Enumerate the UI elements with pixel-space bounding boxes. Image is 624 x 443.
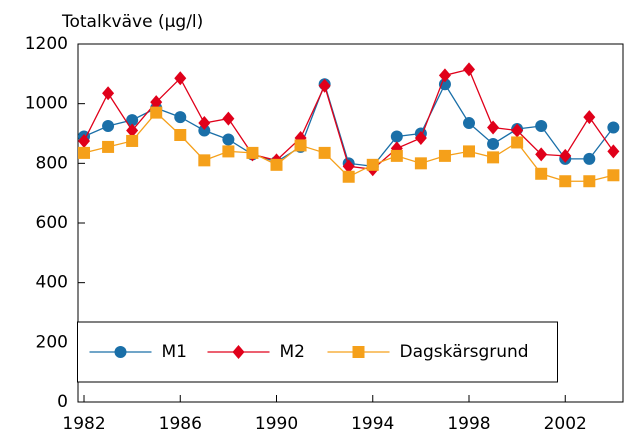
- y-tick-label: 200: [36, 332, 68, 352]
- marker: [222, 111, 235, 126]
- marker: [126, 134, 139, 147]
- x-tick-label: 1990: [255, 414, 298, 434]
- marker: [463, 62, 476, 77]
- marker: [390, 130, 403, 143]
- y-tick-label: 600: [36, 213, 68, 233]
- marker: [246, 146, 259, 159]
- marker: [414, 157, 427, 170]
- y-tick-label: 800: [36, 153, 68, 173]
- marker: [174, 128, 187, 141]
- x-tick-label: 1982: [62, 414, 105, 434]
- marker: [102, 140, 115, 153]
- legend-box: [77, 321, 558, 383]
- x-tick-label: 1986: [159, 414, 202, 434]
- legend-label: Dagskärsgrund: [400, 342, 529, 362]
- marker: [126, 114, 139, 127]
- marker: [463, 145, 476, 158]
- marker: [126, 123, 139, 138]
- marker: [102, 120, 115, 133]
- marker: [198, 124, 211, 137]
- y-tick-label: 400: [36, 273, 68, 293]
- marker: [222, 145, 235, 158]
- marker: [583, 152, 596, 165]
- marker: [559, 148, 572, 163]
- legend-label: M1: [162, 342, 187, 362]
- marker: [438, 78, 451, 91]
- y-tick-label: 1000: [25, 94, 68, 114]
- marker: [78, 146, 91, 159]
- marker: [102, 86, 115, 101]
- marker: [114, 346, 127, 358]
- marker: [487, 137, 500, 150]
- marker: [150, 106, 163, 119]
- series-line: [83, 82, 614, 168]
- marker: [535, 167, 548, 180]
- y-tick-label: 1200: [25, 34, 68, 54]
- marker: [198, 116, 211, 131]
- marker: [198, 154, 211, 167]
- marker: [366, 158, 379, 171]
- marker: [294, 139, 307, 152]
- marker: [487, 151, 500, 164]
- marker: [342, 159, 355, 174]
- marker: [318, 78, 331, 93]
- marker: [174, 111, 187, 124]
- marker: [270, 158, 283, 171]
- marker: [352, 346, 365, 358]
- marker: [583, 175, 596, 188]
- marker: [607, 121, 620, 134]
- marker: [318, 146, 331, 159]
- chart-title: Totalkväve (µg/l): [61, 12, 203, 32]
- marker: [438, 68, 451, 83]
- marker: [487, 120, 500, 135]
- marker: [390, 149, 403, 162]
- marker: [535, 147, 548, 162]
- marker: [414, 130, 427, 145]
- marker: [232, 345, 245, 359]
- marker: [222, 133, 235, 146]
- marker: [583, 110, 596, 125]
- marker: [607, 169, 620, 182]
- legend-label: M2: [280, 342, 305, 362]
- marker: [174, 71, 187, 86]
- marker: [342, 170, 355, 183]
- x-tick-label: 1998: [447, 414, 490, 434]
- marker: [607, 144, 620, 159]
- marker: [511, 136, 524, 149]
- marker: [511, 123, 524, 138]
- marker: [78, 133, 91, 148]
- marker: [535, 120, 548, 133]
- y-tick-label: 0: [57, 392, 68, 412]
- marker: [150, 95, 163, 110]
- x-tick-label: 1994: [351, 414, 394, 434]
- marker: [559, 175, 572, 188]
- x-tick-label: 2002: [544, 414, 587, 434]
- marker: [463, 117, 476, 130]
- marker: [438, 149, 451, 162]
